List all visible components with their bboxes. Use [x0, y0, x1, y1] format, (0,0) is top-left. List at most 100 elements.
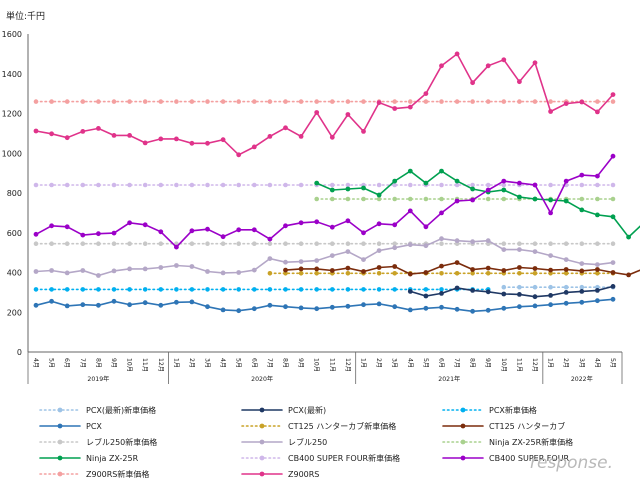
x-tick-label: 10月	[313, 358, 320, 372]
data-point	[361, 230, 366, 236]
series-line	[315, 170, 640, 239]
data-point	[267, 241, 273, 246]
data-point	[485, 187, 491, 193]
data-point	[376, 241, 382, 246]
data-point	[610, 284, 616, 289]
unit-label: 単位:千円	[6, 10, 45, 22]
data-point	[454, 198, 460, 204]
data-point	[548, 109, 553, 114]
series-group	[267, 271, 616, 276]
data-point	[267, 271, 273, 276]
data-point	[174, 244, 179, 250]
data-point	[439, 236, 444, 242]
data-point	[501, 291, 507, 297]
data-point	[579, 261, 585, 266]
data-point	[314, 196, 320, 202]
year-label: 2020年	[251, 375, 273, 383]
data-point	[142, 266, 148, 272]
data-point	[330, 196, 335, 202]
data-point	[439, 304, 444, 310]
data-point	[610, 270, 616, 275]
x-tick-label: 7月	[79, 358, 86, 368]
data-point	[96, 302, 101, 308]
data-point	[407, 242, 413, 248]
data-point	[189, 241, 195, 246]
data-point	[33, 128, 39, 134]
x-tick-label: 6月	[63, 358, 70, 368]
data-point	[376, 192, 382, 198]
data-point	[579, 299, 585, 305]
data-point	[485, 307, 491, 313]
y-tick-label: 1400	[2, 70, 22, 79]
data-point	[49, 268, 54, 273]
data-point	[579, 207, 585, 213]
data-point	[64, 287, 70, 292]
data-point	[205, 287, 210, 292]
data-point	[220, 234, 226, 240]
data-point	[392, 304, 398, 310]
data-point	[470, 182, 475, 188]
data-point	[251, 227, 257, 233]
data-point	[174, 299, 179, 305]
data-point	[439, 210, 444, 216]
data-point	[392, 287, 398, 292]
data-point	[361, 129, 366, 134]
data-point	[361, 99, 366, 104]
data-point	[423, 305, 429, 311]
data-point	[220, 137, 226, 143]
data-point	[408, 196, 413, 202]
legend-item: PCX(最新)新車価格	[39, 405, 156, 415]
data-point	[532, 266, 538, 271]
data-point	[610, 92, 616, 97]
x-tick-label: 7月	[266, 358, 273, 368]
data-point	[236, 287, 241, 292]
legend-label: Z900RS	[288, 470, 319, 479]
data-point	[595, 196, 600, 202]
data-point	[470, 271, 475, 276]
data-point	[96, 182, 101, 188]
data-point	[517, 99, 522, 104]
data-point	[236, 308, 242, 314]
legend-item: PCX新車価格	[442, 405, 537, 415]
x-tick-label: 5月	[609, 358, 616, 368]
x-tick-label: 9月	[484, 358, 491, 368]
data-point	[252, 99, 257, 104]
data-point	[501, 182, 507, 188]
x-tick-label: 3月	[578, 358, 585, 368]
data-point	[33, 99, 39, 104]
year-label: 2019年	[87, 375, 109, 383]
data-point	[49, 99, 54, 104]
data-point	[548, 182, 553, 188]
x-tick-label: 2月	[188, 358, 195, 368]
data-point	[298, 134, 304, 139]
data-point	[236, 227, 242, 233]
data-point	[595, 288, 600, 293]
data-point	[501, 196, 507, 202]
x-tick-label: 1月	[172, 358, 179, 368]
data-point	[158, 182, 164, 188]
data-point	[80, 129, 86, 134]
data-point	[407, 104, 413, 110]
data-point	[548, 197, 553, 203]
data-point	[220, 241, 226, 246]
data-point	[283, 125, 288, 131]
data-point	[127, 241, 132, 246]
data-point	[439, 99, 444, 104]
data-point	[298, 99, 304, 104]
data-point	[423, 293, 429, 299]
data-point	[283, 99, 288, 104]
data-point	[314, 271, 320, 276]
data-point	[329, 253, 335, 258]
data-point	[548, 99, 553, 104]
data-point	[111, 287, 117, 292]
series-line	[35, 155, 614, 249]
data-point	[174, 287, 179, 292]
legend-label: PCX	[86, 422, 102, 431]
legend-label: CB400 SUPER FOUR	[489, 454, 570, 463]
data-point	[330, 99, 335, 104]
data-point	[532, 284, 538, 290]
data-point	[80, 241, 86, 246]
data-point	[96, 231, 101, 237]
legend-item: Z900RS新車価格	[39, 469, 149, 479]
data-point	[610, 196, 616, 202]
